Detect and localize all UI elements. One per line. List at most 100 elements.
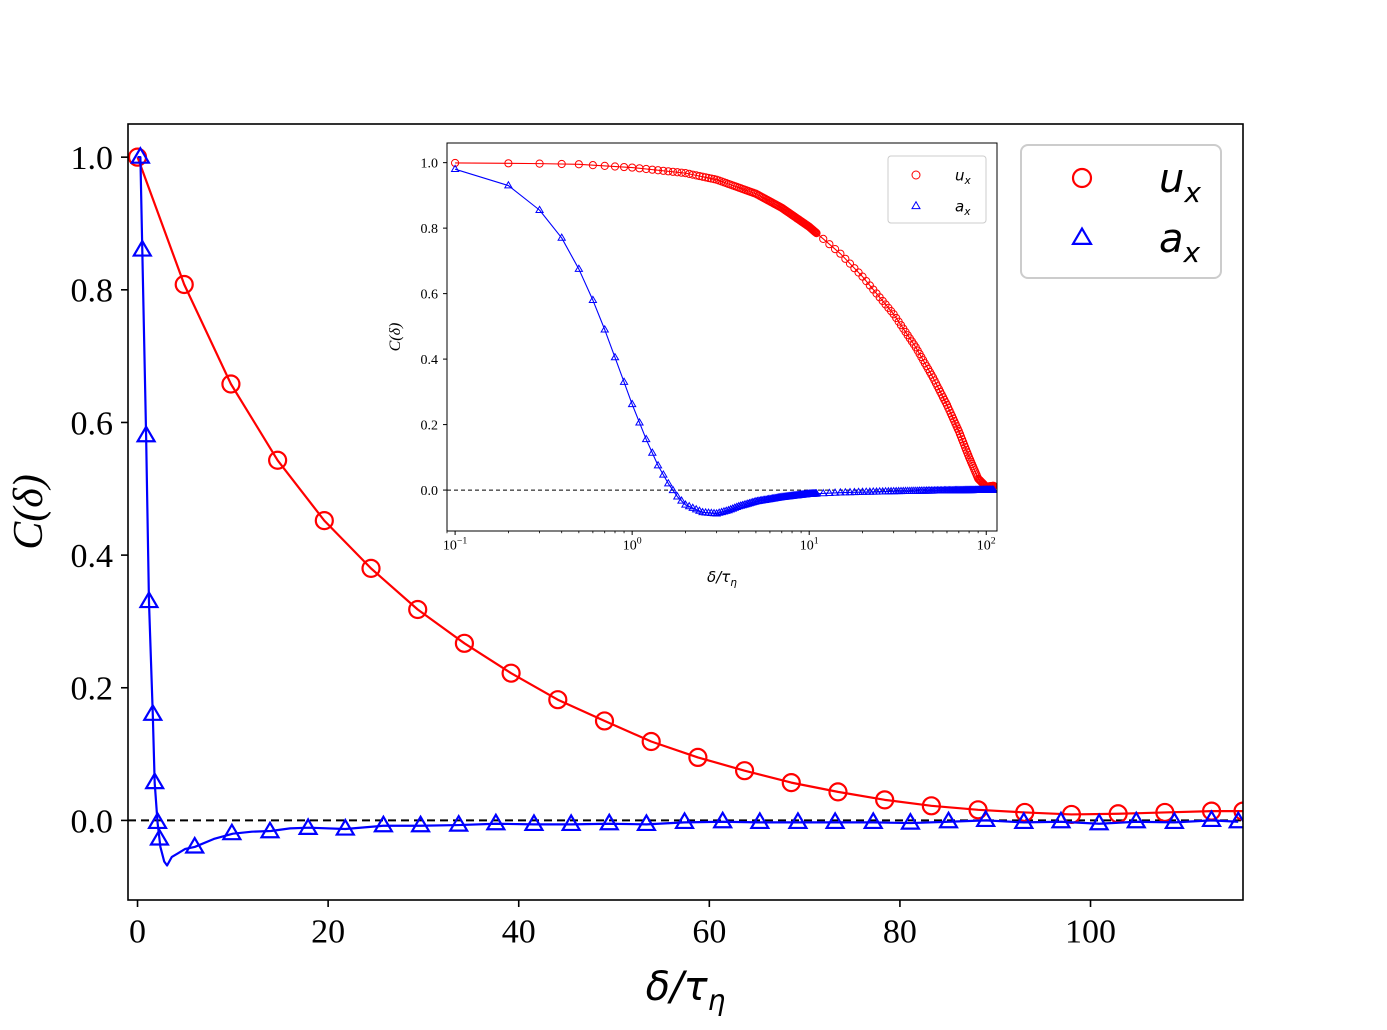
inset-point-u_x bbox=[451, 158, 460, 168]
inset-point-u_x bbox=[673, 168, 682, 177]
main-point-u_x bbox=[314, 511, 334, 531]
inset-point-a_x bbox=[574, 264, 584, 272]
main-point-a_x bbox=[147, 811, 168, 830]
main-point-u_x bbox=[1155, 802, 1175, 823]
main-point-a_x bbox=[135, 424, 157, 443]
inset-point-u_x bbox=[535, 159, 544, 168]
inset-point-u_x bbox=[659, 166, 668, 175]
main-frame bbox=[127, 123, 1244, 901]
inset-point-a_x bbox=[627, 399, 637, 408]
main-point-a_x bbox=[410, 814, 431, 833]
inset-y-tick-label: 0.2 bbox=[421, 418, 439, 433]
main-legend-box bbox=[1020, 144, 1222, 279]
main-point-u_x bbox=[734, 761, 755, 781]
inset-x-tick-label: 10−1 bbox=[443, 535, 468, 553]
main-point-u_x bbox=[781, 773, 801, 793]
main-point-u_x bbox=[641, 731, 661, 752]
inset-point-a_x bbox=[663, 478, 673, 487]
inset-point-u_x bbox=[698, 172, 707, 181]
inset-point-a_x bbox=[647, 448, 657, 456]
inset-point-u_x bbox=[695, 171, 704, 181]
main-y-tick-label: 0.0 bbox=[71, 803, 114, 840]
inset-point-a_x bbox=[835, 487, 845, 496]
inset-point-a_x bbox=[653, 460, 663, 469]
inset-point-a_x bbox=[812, 488, 821, 497]
main-point-a_x bbox=[1013, 811, 1035, 830]
inset-point-a_x bbox=[688, 503, 698, 511]
main-point-u_x bbox=[1015, 802, 1035, 823]
inset-plot: 10−1 100 101 102 0.0 0.2 0.4 0.6 0.8 1.0 δ/τη C(δ) u… bbox=[387, 142, 998, 589]
inset-series-layer bbox=[450, 158, 997, 517]
inset-point-a_x bbox=[658, 470, 668, 478]
inset-point-u_x bbox=[811, 227, 820, 237]
inset-point-a_x bbox=[680, 500, 690, 508]
main-line-a_x bbox=[137, 156, 1239, 867]
main-y-axis-label: C(δ) bbox=[6, 474, 52, 550]
main-point-u_x bbox=[268, 450, 288, 470]
inset-point-a_x bbox=[450, 164, 460, 173]
inset-legend-label: ux bbox=[955, 166, 972, 187]
main-point-a_x bbox=[598, 812, 620, 831]
main-point-a_x bbox=[674, 811, 695, 830]
inset-point-a_x bbox=[738, 500, 747, 509]
main-point-a_x bbox=[1088, 812, 1110, 831]
inset-legend-marker-triangle bbox=[911, 200, 921, 210]
inset-point-u_x bbox=[557, 159, 566, 169]
inset-point-u_x bbox=[704, 173, 713, 183]
main-point-a_x bbox=[149, 827, 170, 846]
main-legend-marker-circle bbox=[1071, 167, 1093, 189]
main-y-tick-label: 0.6 bbox=[71, 405, 114, 442]
main-point-a_x bbox=[862, 811, 884, 830]
main-point-u_x bbox=[221, 374, 241, 394]
inset-legend: ux ax bbox=[887, 155, 987, 224]
inset-x-tick-label: 101 bbox=[800, 535, 819, 553]
inset-point-u_x bbox=[830, 245, 840, 254]
main-y-tick-label: 0.4 bbox=[71, 538, 114, 575]
inset-y-tick-label: 1.0 bbox=[421, 157, 439, 172]
inset-point-u_x bbox=[677, 168, 686, 177]
main-x-tick-label: 0 bbox=[129, 914, 146, 951]
inset-point-a_x bbox=[557, 233, 567, 241]
main-series-a_x bbox=[129, 146, 1243, 867]
main-point-a_x bbox=[448, 813, 470, 832]
inset-legend-marker-circle bbox=[911, 170, 921, 180]
inset-x-tick-label: 100 bbox=[623, 535, 642, 553]
inset-point-u_x bbox=[812, 229, 821, 238]
main-point-a_x bbox=[259, 820, 281, 839]
main-point-a_x bbox=[1201, 809, 1222, 828]
inset-point-u_x bbox=[642, 164, 651, 174]
main-point-u_x bbox=[921, 796, 941, 816]
inset-point-a_x bbox=[824, 488, 834, 496]
main-point-a_x bbox=[1163, 811, 1185, 830]
main-point-u_x bbox=[875, 790, 895, 810]
inset-point-u_x bbox=[692, 171, 701, 180]
inset-point-u_x bbox=[668, 167, 678, 176]
main-point-a_x bbox=[787, 811, 809, 830]
inset-point-a_x bbox=[668, 485, 678, 494]
inset-series-a_x bbox=[450, 164, 997, 517]
inset-point-u_x bbox=[845, 259, 855, 268]
inset-point-u_x bbox=[619, 162, 629, 172]
inset-point-a_x bbox=[635, 417, 644, 426]
main-point-u_x bbox=[828, 782, 848, 802]
inset-y-tick-label: 0.8 bbox=[421, 222, 439, 237]
main-point-u_x bbox=[688, 747, 708, 768]
main-x-axis-label: δ/τη bbox=[646, 964, 726, 1017]
main-point-u_x bbox=[408, 599, 428, 620]
main-point-a_x bbox=[142, 703, 164, 721]
inset-point-a_x bbox=[818, 488, 828, 497]
main-y-tick-label: 0.2 bbox=[71, 671, 114, 708]
inset-point-a_x bbox=[641, 434, 651, 443]
inset-point-a_x bbox=[677, 496, 686, 504]
inset-point-a_x bbox=[672, 491, 682, 500]
main-y-tick-label: 0.8 bbox=[71, 273, 114, 310]
main-point-u_x bbox=[454, 633, 475, 653]
inset-point-a_x bbox=[830, 488, 840, 496]
main-point-u_x bbox=[501, 663, 521, 683]
inset-point-u_x bbox=[653, 166, 663, 175]
main-point-u_x bbox=[968, 800, 988, 820]
inset-point-a_x bbox=[684, 501, 694, 510]
inset-x-axis-label: δ/τη bbox=[707, 568, 737, 589]
main-point-a_x bbox=[523, 813, 545, 832]
inset-point-u_x bbox=[504, 159, 513, 168]
